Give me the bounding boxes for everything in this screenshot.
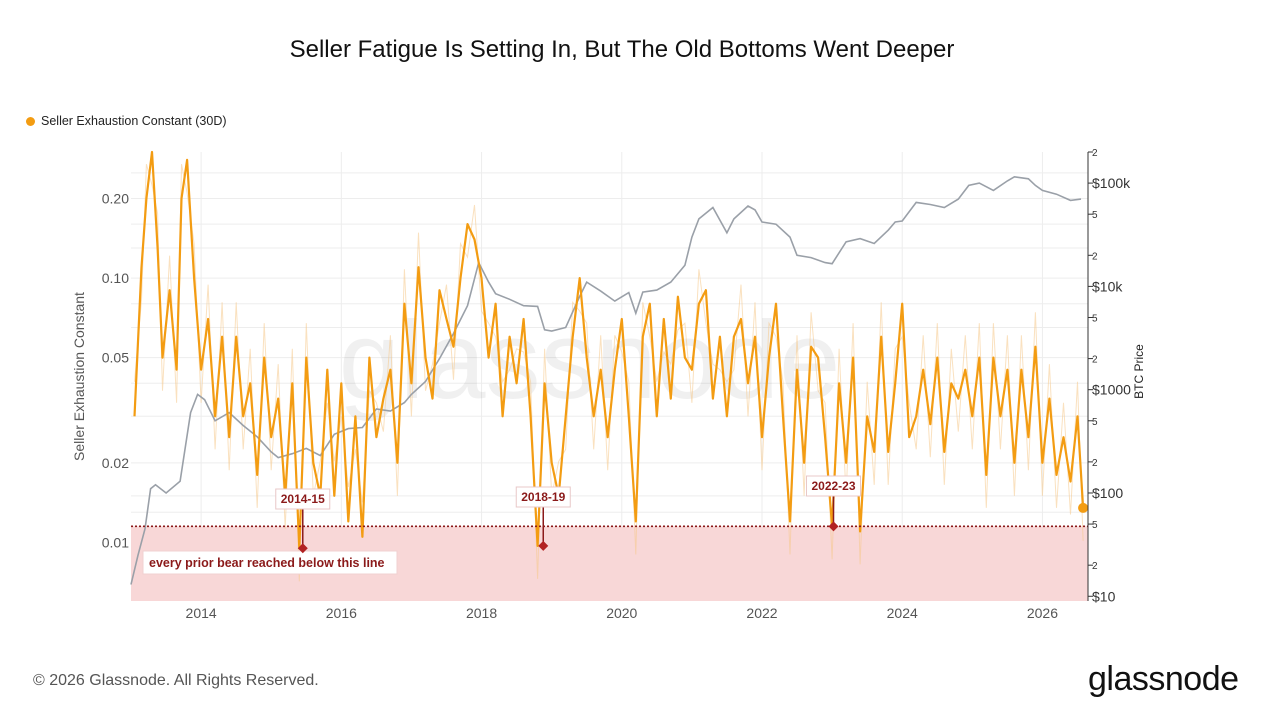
legend-marker-seller-exhaustion bbox=[26, 116, 35, 126]
series-line-btc-price bbox=[130, 175, 1082, 585]
y2-tick-label: 5 bbox=[1092, 210, 1098, 221]
y2-tick-label: $10 bbox=[1092, 588, 1116, 604]
x-tick-label: 2014 bbox=[186, 605, 217, 621]
y2-tick-label: 2 bbox=[1092, 148, 1098, 159]
annotation-label: 2014-15 bbox=[281, 492, 325, 506]
legend: Seller Exhaustion Constant (30D) bbox=[26, 114, 227, 128]
y-tick-label: 0.05 bbox=[102, 350, 129, 366]
y2-tick-label: $100 bbox=[1092, 485, 1123, 501]
x-tick-label: 2018 bbox=[466, 605, 497, 621]
annotation-label: 2022-23 bbox=[811, 479, 855, 493]
y-tick-label: 0.20 bbox=[102, 191, 129, 207]
y2-tick-label: 5 bbox=[1092, 417, 1098, 428]
copyright-footer: © 2026 Glassnode. All Rights Reserved. bbox=[33, 672, 319, 689]
y-tick-label: 0.02 bbox=[102, 455, 129, 471]
series-line-seller-exhaustion bbox=[133, 150, 1085, 550]
annotation-label: 2018-19 bbox=[521, 490, 565, 504]
y2-tick-label: $100k bbox=[1092, 175, 1131, 191]
annotation-box bbox=[515, 486, 571, 508]
glassnode-logo: glassnode bbox=[1088, 660, 1239, 698]
y2-tick-label: 5 bbox=[1092, 313, 1098, 324]
legend-label-seller-exhaustion: Seller Exhaustion Constant (30D) bbox=[41, 114, 227, 128]
y-axis-label: Seller Exhaustion Constant bbox=[71, 292, 87, 461]
annotation-box bbox=[806, 475, 862, 497]
x-tick-label: 2026 bbox=[1027, 605, 1058, 621]
threshold-label-box bbox=[142, 550, 398, 575]
y2-tick-label: $1000 bbox=[1092, 382, 1131, 398]
y2-tick-label: 2 bbox=[1092, 458, 1098, 469]
x-tick-label: 2022 bbox=[746, 605, 777, 621]
x-tick-label: 2024 bbox=[887, 605, 918, 621]
y2-tick-label: 5 bbox=[1092, 520, 1098, 531]
y-tick-label: 0.01 bbox=[102, 534, 129, 550]
y2-tick-label: 2 bbox=[1092, 251, 1098, 262]
annotation-marker bbox=[297, 543, 308, 554]
y2-tick-label: $10k bbox=[1092, 278, 1123, 294]
y-tick-label: 0.10 bbox=[102, 270, 129, 286]
y2-axis-label: BTC Price bbox=[1132, 344, 1146, 399]
y2-tick-label: 2 bbox=[1092, 355, 1098, 366]
annotation-marker bbox=[538, 540, 549, 551]
y2-tick-label: 2 bbox=[1092, 561, 1098, 572]
series-endpoint-marker bbox=[1078, 502, 1089, 513]
chart-title: Seller Fatigue Is Setting In, But The Ol… bbox=[289, 36, 955, 63]
annotation-marker bbox=[828, 521, 839, 532]
y2-tick-label: 5 bbox=[1092, 561, 1098, 572]
annotation-box bbox=[275, 488, 331, 510]
x-tick-label: 2020 bbox=[606, 605, 637, 621]
x-tick-label: 2016 bbox=[326, 605, 357, 621]
threshold-label: every prior bear reached below this line bbox=[149, 556, 385, 570]
